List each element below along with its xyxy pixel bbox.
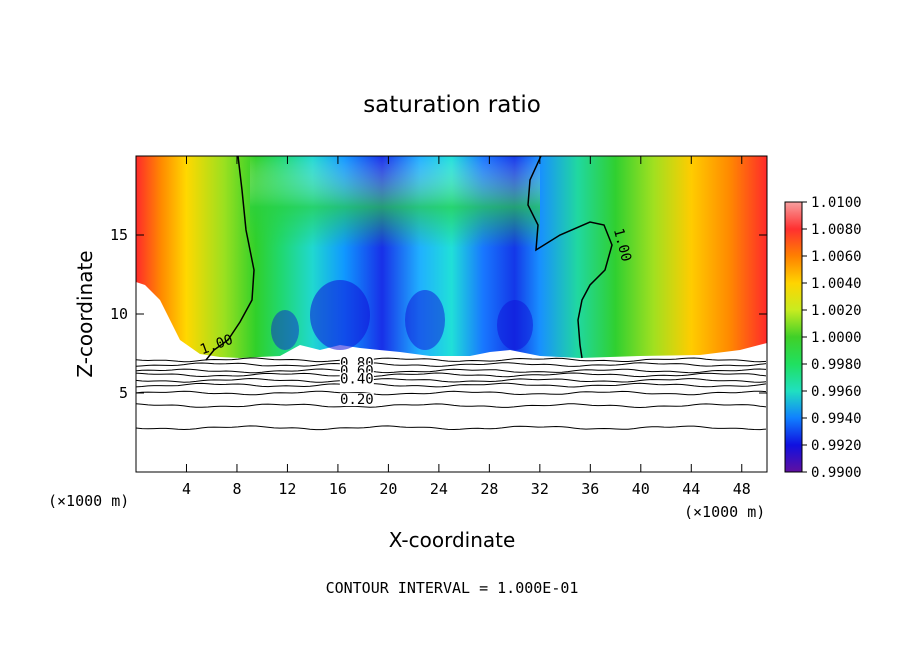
lower-contours (136, 357, 767, 431)
contour-line (136, 390, 767, 396)
colorbar-tick-label: 0.9960 (811, 384, 862, 400)
x-unit-label-left: (×1000 m) (48, 492, 129, 510)
colorbar-tick-label: 1.0000 (811, 330, 862, 346)
contour-line (136, 377, 767, 383)
contour-label-bg (339, 393, 374, 407)
colorbar-tick-label: 0.9900 (811, 465, 862, 481)
x-tick-label: 32 (531, 480, 549, 498)
contour-line-1.00-left (205, 156, 255, 361)
colorbar-tick-label: 1.0060 (811, 249, 862, 265)
colorbar-tick-label: 1.0040 (811, 276, 862, 292)
x-tick-label: 28 (480, 480, 498, 498)
y-tick-label: 10 (110, 305, 128, 323)
colorbar-ramp (784, 201, 803, 473)
contour-line (136, 368, 767, 374)
colorbar-tick-label: 1.0080 (811, 222, 862, 238)
colorbar-tick-label: 0.9940 (811, 411, 862, 427)
contour-line (136, 403, 767, 409)
contour-line (136, 357, 767, 363)
x-tick-label: 4 (182, 480, 191, 498)
x-tick-label: 48 (733, 480, 751, 498)
contour-interval-footer: CONTOUR INTERVAL = 1.000E-01 (326, 579, 579, 597)
x-axis-label: X-coordinate (389, 528, 516, 552)
colorbar-tick-label: 0.9920 (811, 438, 862, 454)
upper-green-overlay (250, 156, 540, 300)
colorbar-ticks: 1.0100 1.0080 1.0060 1.0040 1.0020 1.0000 0.99… (802, 195, 862, 481)
x-tick-label: 20 (379, 480, 397, 498)
contour-label: 0.20 (340, 392, 374, 408)
y-axis: 5 10 15 (110, 226, 767, 402)
contour-line (136, 425, 767, 431)
x-tick-label: 40 (632, 480, 650, 498)
blue-core (405, 290, 445, 350)
colorbar-tick-label: 0.9980 (811, 357, 862, 373)
x-tick-label: 8 (232, 480, 241, 498)
chart-title: saturation ratio (363, 92, 541, 118)
plot-area (136, 156, 767, 472)
x-tick-label: 24 (430, 480, 448, 498)
contour-line (136, 362, 767, 367)
contour-label: 0.40 (340, 372, 374, 388)
x-tick-label: 36 (581, 480, 599, 498)
contour-line (136, 372, 767, 378)
blue-core (271, 310, 299, 350)
x-tick-label: 44 (682, 480, 700, 498)
blue-core (310, 280, 370, 350)
colorbar: 1.0100 1.0080 1.0060 1.0040 1.0020 1.0000 0.99… (784, 195, 862, 481)
y-tick-label: 5 (119, 384, 128, 402)
x-tick-label: 12 (278, 480, 296, 498)
colorbar-tick-label: 1.0100 (811, 195, 862, 211)
colorbar-tick-label: 1.0020 (811, 303, 862, 319)
y-axis-label: Z-coordinate (73, 250, 97, 377)
contour-line-1.00-right (527, 156, 613, 359)
x-unit-label-right: (×1000 m) (684, 503, 765, 521)
contour-line (136, 382, 767, 388)
y-tick-label: 15 (110, 226, 128, 244)
blue-core (497, 300, 533, 350)
x-tick-label: 16 (329, 480, 347, 498)
x-axis: 4 8 12 16 20 24 28 32 36 40 44 48 (182, 156, 751, 498)
contour-label-bg (339, 372, 374, 386)
